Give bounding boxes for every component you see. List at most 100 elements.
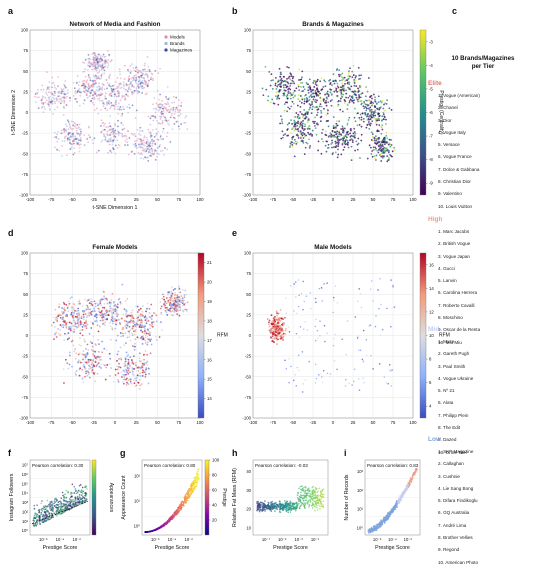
data-point [271, 314, 273, 316]
data-point [174, 109, 176, 111]
data-point [111, 59, 113, 61]
data-point [81, 494, 83, 496]
data-point [122, 96, 124, 98]
data-point [120, 87, 122, 89]
data-point [141, 320, 143, 322]
data-point [355, 120, 357, 122]
data-point [90, 359, 92, 361]
data-point [120, 347, 122, 349]
data-point [320, 110, 322, 112]
data-point [69, 123, 71, 125]
data-point [178, 286, 180, 288]
data-point [85, 370, 87, 372]
data-point [330, 82, 332, 84]
data-point [109, 323, 111, 325]
data-point [96, 70, 98, 72]
data-point [378, 139, 380, 141]
data-point [167, 98, 169, 100]
data-point [129, 378, 131, 380]
data-point [143, 142, 145, 144]
data-point [115, 374, 117, 376]
data-point [317, 150, 319, 152]
data-point [351, 384, 353, 386]
data-point [336, 91, 338, 93]
data-point [144, 63, 146, 65]
data-point [69, 364, 71, 366]
data-point [162, 105, 164, 107]
data-point [46, 519, 48, 521]
data-point [104, 108, 106, 110]
data-point [275, 83, 277, 85]
data-point [371, 98, 373, 100]
data-point [124, 144, 126, 146]
data-point [110, 339, 112, 341]
data-point [95, 93, 97, 95]
data-point [179, 128, 181, 130]
data-point [83, 90, 85, 92]
data-point [93, 308, 95, 310]
data-point [315, 340, 317, 342]
data-point [336, 130, 338, 132]
y-tick-label: 10⁰ [22, 528, 29, 533]
data-point [370, 102, 372, 104]
data-point [155, 336, 157, 338]
y-tick-label: -75 [245, 172, 252, 177]
data-point [313, 99, 315, 101]
data-point [169, 299, 171, 301]
data-point [284, 84, 286, 86]
data-point [42, 517, 44, 519]
data-point [91, 349, 93, 351]
data-point [90, 305, 92, 307]
data-point [103, 296, 105, 298]
data-point [338, 100, 340, 102]
data-point [57, 131, 59, 133]
y-tick-label: 10⁵ [22, 481, 29, 486]
data-point [382, 155, 384, 157]
data-point [149, 324, 151, 326]
data-point [74, 138, 76, 140]
y-tick-label: 10⁶ [22, 472, 29, 477]
data-point [102, 102, 104, 104]
data-point [174, 307, 176, 309]
data-point [125, 320, 127, 322]
data-point [54, 132, 56, 134]
data-point [125, 99, 127, 101]
data-point [90, 100, 92, 102]
data-point [281, 318, 283, 320]
data-point [301, 127, 303, 129]
data-point [139, 130, 141, 132]
data-point [330, 373, 332, 375]
y-tick-label: -50 [245, 374, 252, 379]
data-point [341, 92, 343, 94]
data-point [284, 333, 286, 335]
data-point [92, 369, 94, 371]
data-point [141, 311, 143, 313]
data-point [44, 515, 46, 517]
data-point [35, 93, 37, 95]
data-point [342, 125, 344, 127]
data-point [179, 315, 181, 317]
data-point [77, 75, 79, 77]
data-point [118, 381, 120, 383]
data-point [153, 97, 155, 99]
data-point [117, 366, 119, 368]
data-point [70, 326, 72, 328]
data-point [81, 498, 83, 500]
data-point [36, 96, 38, 98]
data-point [85, 362, 87, 364]
data-point [121, 135, 123, 137]
x-tick-label: 50 [155, 197, 160, 202]
data-point [57, 95, 59, 97]
data-point [287, 81, 289, 83]
x-tick-label: -25 [310, 420, 317, 425]
data-point [305, 147, 307, 149]
data-point [174, 311, 176, 313]
data-point [338, 104, 340, 106]
data-point [140, 308, 142, 310]
data-point [304, 321, 306, 323]
data-point [267, 318, 269, 320]
data-point [359, 157, 361, 159]
data-point [77, 316, 79, 318]
data-point [110, 106, 112, 108]
data-point [166, 314, 168, 316]
